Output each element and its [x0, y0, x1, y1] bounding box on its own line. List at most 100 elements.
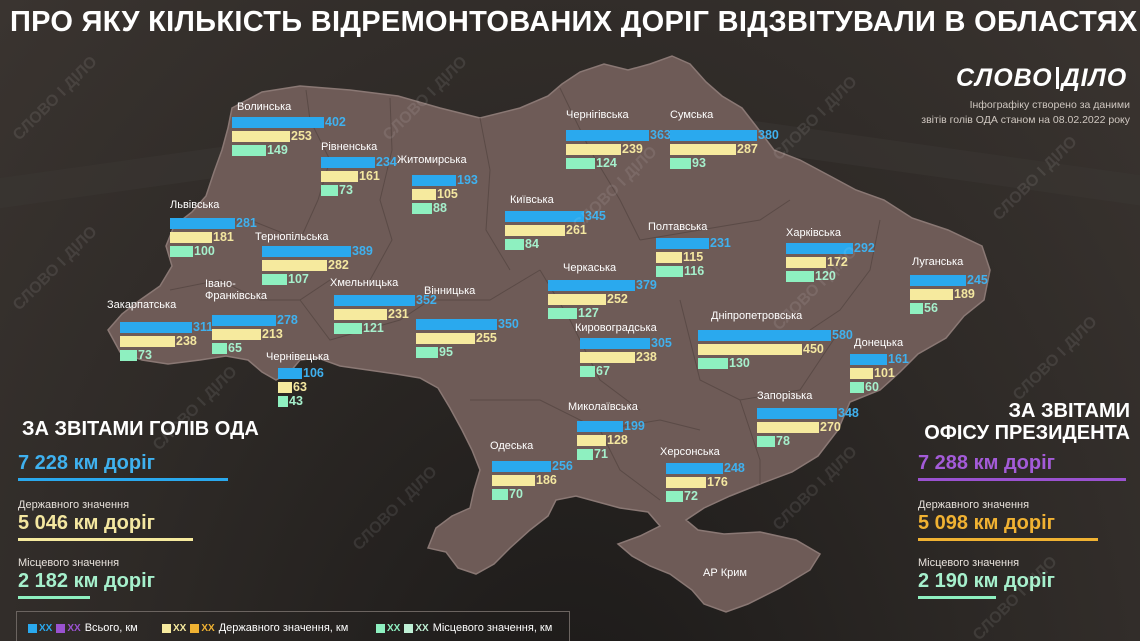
region-name-label: Харківська	[786, 227, 841, 239]
legend-swatch-text: XX	[67, 622, 81, 634]
right-block-title-line: ОФІСУ ПРЕЗИДЕНТА	[924, 422, 1130, 444]
bar-value-local: 107	[288, 272, 309, 286]
bar-value-state: 186	[536, 473, 557, 487]
bar-total	[656, 238, 709, 249]
bar-local	[232, 145, 266, 156]
bar-value-total: 389	[352, 244, 373, 258]
brand-logo: СЛОВО ДІЛО	[956, 64, 1127, 93]
right-local-underline	[918, 596, 996, 599]
bar-state	[698, 344, 802, 355]
bar-total	[412, 175, 456, 186]
bar-local	[580, 366, 595, 377]
bar-value-total: 292	[854, 241, 875, 255]
bar-value-local: 93	[692, 156, 706, 170]
bar-value-state: 270	[820, 420, 841, 434]
bar-value-total: 278	[277, 313, 298, 327]
region-name-label: Тернопільська	[255, 231, 329, 243]
region-name-label: Чернівецька	[266, 351, 330, 363]
region-name-label: Чернігівська	[566, 109, 629, 121]
legend-swatch-text: XX	[173, 622, 187, 634]
bar-value-local: 43	[289, 394, 303, 408]
bar-state	[321, 171, 358, 182]
bar-value-total: 379	[636, 278, 657, 292]
region-border	[559, 87, 641, 241]
bar-state	[577, 435, 606, 446]
bar-value-local: 72	[684, 489, 698, 503]
bar-value-local: 121	[363, 321, 384, 335]
region-name-label: Львівська	[170, 199, 220, 211]
left-local-underline	[18, 596, 90, 599]
crimea-label: АР Крим	[703, 567, 747, 579]
legend-swatch-local-op	[404, 623, 414, 633]
region-border	[169, 279, 331, 301]
bar-value-state: 63	[293, 380, 307, 394]
bar-value-state: 287	[737, 142, 758, 156]
bar-local	[757, 436, 775, 447]
bar-local	[120, 350, 137, 361]
bar-value-local: 84	[525, 237, 539, 251]
bar-total	[757, 408, 837, 419]
bar-state	[120, 336, 175, 347]
legend-frame	[16, 611, 570, 641]
bar-value-state: 255	[476, 331, 497, 345]
bar-local	[548, 308, 577, 319]
bar-value-local: 88	[433, 201, 447, 215]
legend-item-total: XX XX Всього, км	[28, 622, 138, 634]
region-name-label: Івано- Франківська	[205, 278, 268, 302]
bar-value-state: 115	[683, 250, 704, 264]
bar-value-state: 238	[636, 350, 657, 364]
bar-value-local: 95	[439, 345, 453, 359]
region-name-label: Закарпатська	[107, 299, 177, 311]
bar-value-local: 70	[509, 487, 523, 501]
bar-value-total: 193	[457, 173, 478, 187]
bar-state	[278, 382, 292, 393]
bar-local	[670, 158, 691, 169]
bar-local	[212, 343, 227, 354]
bar-value-local: 124	[596, 156, 617, 170]
bar-value-total: 580	[832, 328, 853, 342]
region-border	[299, 269, 541, 341]
region-border	[479, 117, 511, 271]
region-name-label: Рівненська	[321, 141, 378, 153]
bar-value-total: 380	[758, 128, 779, 142]
bar-value-total: 245	[967, 273, 988, 287]
region-name-label: Сумська	[670, 109, 714, 121]
legend-swatch-local-oda	[376, 623, 385, 633]
bar-value-state: 172	[827, 255, 848, 269]
bar-state	[548, 294, 606, 305]
bar-state	[334, 309, 387, 320]
brand-logo-part2: ДІЛО	[1061, 64, 1128, 92]
bar-value-total: 363	[650, 128, 671, 142]
legend-item-local: XX XX Місцевого значення, км	[376, 622, 552, 634]
left-state-label: Державного значення	[18, 499, 130, 511]
legend-swatch-state-oda	[162, 623, 171, 633]
right-block-title: ЗА ЗВІТАМИ ОФІСУ ПРЕЗИДЕНТА	[908, 400, 1130, 444]
bar-total	[577, 421, 623, 432]
left-state-value: 5 046 км доріг	[18, 512, 155, 534]
brand-logo-separator	[1055, 67, 1059, 89]
bar-local	[170, 246, 193, 257]
region-name-label: Черкаська	[563, 262, 617, 274]
bar-value-state: 128	[607, 433, 628, 447]
bar-value-state: 189	[954, 287, 975, 301]
bar-local	[910, 303, 923, 314]
bar-value-local: 120	[815, 269, 836, 283]
bar-value-state: 282	[328, 258, 349, 272]
region-name-label: Київська	[510, 194, 554, 206]
bar-local	[416, 347, 438, 358]
left-local-value: 2 182 км доріг	[18, 570, 155, 592]
bar-state	[850, 368, 873, 379]
bar-total	[548, 280, 635, 291]
bar-value-local: 100	[194, 244, 215, 258]
bar-state	[666, 477, 706, 488]
right-block-title-line: ЗА ЗВІТАМИ	[1008, 400, 1131, 422]
bar-state	[212, 329, 261, 340]
region-borders	[169, 87, 881, 501]
page-title: ПРО ЯКУ КІЛЬКІСТЬ ВІДРЕМОНТОВАНИХ ДОРІГ …	[10, 6, 1138, 38]
bar-value-total: 106	[303, 366, 324, 380]
bar-local	[666, 491, 683, 502]
bar-local	[850, 382, 864, 393]
bar-state	[566, 144, 621, 155]
bar-value-state: 105	[437, 187, 458, 201]
bar-value-state: 238	[176, 334, 197, 348]
